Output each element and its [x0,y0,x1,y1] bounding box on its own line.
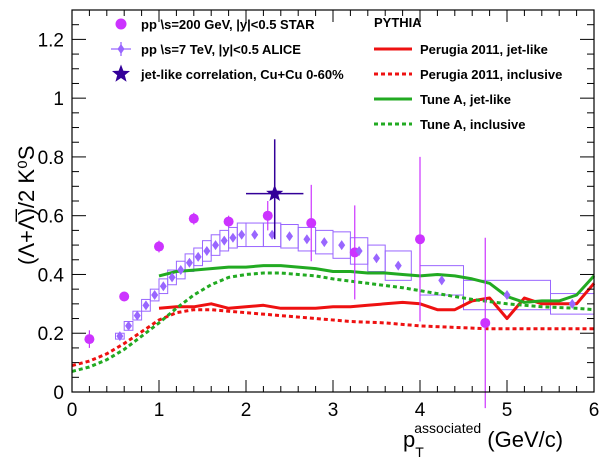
y-tick-label: 0.2 [38,324,64,345]
cucu-star-point [266,184,284,201]
alice-sys-box [384,250,412,281]
alice-point [229,232,237,243]
alice-sys-box [158,278,169,295]
alice-point [355,245,363,256]
legend-left-label: jet-like correlation, Cu+Cu 0-60% [140,67,344,82]
legend-right-entry: Tune A, jet-like [374,92,511,107]
alice-point [394,260,402,271]
legend-right-entry: Perugia 2011, inclusive [374,67,562,82]
x-tick-label: 1 [154,400,165,421]
alice-point [116,331,124,342]
legend-left-entry: jet-like correlation, Cu+Cu 0-60% [111,64,344,82]
alice-sys-box [149,288,160,302]
legend-marker-diamond [117,44,125,54]
x-axis-title-sub: T [415,444,424,460]
x-tick-label: 4 [415,400,426,421]
x-tick-label: 6 [589,400,600,421]
legend-right-title: PYTHIA [374,15,422,30]
alice-point [203,245,211,256]
alice-point [142,300,150,311]
star-pp-point [480,317,491,328]
alice-point [438,275,446,286]
alice-point [151,290,159,301]
alice-point [133,310,141,321]
x-axis-title-unit: (GeV/c) [481,427,563,452]
alice-point [251,229,259,240]
legend-right-entry: Tune A, inclusive [374,117,525,132]
alice-point [286,231,293,242]
alice-point [568,298,576,309]
star-pp-point [154,241,164,252]
x-tick-label: 0 [67,400,78,421]
legend-right-entry: Perugia 2011, jet-like [374,42,548,57]
star-pp-point [306,218,317,229]
data-points [84,139,576,409]
alice-sys-box [141,298,151,312]
star-pp-point [188,213,199,224]
alice-point [125,320,133,331]
y-tick-label: 1 [53,89,64,110]
legend-left-label: pp \s=7 TeV, |y|<0.5 ALICE [141,42,301,57]
alice-point [268,229,276,240]
star-pp-point [119,291,130,302]
alice-point [177,265,185,276]
alice-point [168,272,176,283]
alice-point [503,290,511,301]
pythia-curves [71,264,596,373]
star-pp-point [84,334,95,345]
y-tick-label: 0.8 [38,148,64,169]
alice-point [320,237,328,248]
x-axis-title-main: p [403,427,415,452]
axis-ticks [71,9,595,393]
alice-point [303,234,311,245]
tick-labels: 0 1 2 3 4 5 6 0 0.2 0.4 0.6 0.8 1 1.2 [38,30,600,421]
alice-point [212,240,220,251]
y-tick-label: 0.4 [38,265,65,286]
x-axis-title: pTassociated (GeV/c) [403,420,563,460]
y-axis-title: (Λ+Λ̅)/2 K⁰S [14,145,39,265]
x-axis-title-sup: associated [414,420,481,436]
legend-marker-circle [115,18,127,30]
alice-point [238,229,246,240]
curve-tune-a-inclusive [71,271,595,373]
legend-right-label: Tune A, jet-like [420,92,511,107]
alice-point [185,257,193,268]
legend-left-label: pp \s=200 GeV, |y|<0.5 STAR [141,17,315,32]
x-tick-label: 3 [328,400,339,421]
alice-point [338,240,346,251]
curve-perugia-2011-inclusive [71,308,594,368]
x-tick-label: 2 [241,400,252,421]
y-tick-label: 0 [53,383,64,404]
y-tick-label: 1.2 [38,30,64,51]
legend-right-label: Perugia 2011, inclusive [420,67,562,82]
alice-point [159,281,167,292]
star-pp-point [223,216,234,227]
alice-point [220,235,228,246]
legend-right-label: Tune A, inclusive [420,117,525,132]
legend-right-label: Perugia 2011, jet-like [420,42,548,57]
legend-left-entry: pp \s=7 TeV, |y|<0.5 ALICE [111,42,301,57]
y-tick-label: 0.6 [38,207,64,228]
star-pp-point [415,234,425,245]
curve-tune-a-jet-like [158,264,596,304]
alice-point [194,251,202,262]
legend: pp \s=200 GeV, |y|<0.5 STAR pp \s=7 TeV, … [111,15,562,132]
alice-point [373,253,380,264]
legend-marker-star [111,64,131,82]
star-pp-point [262,210,273,221]
legend-left-entry: pp \s=200 GeV, |y|<0.5 STAR [115,17,315,32]
x-tick-label: 5 [502,400,513,421]
